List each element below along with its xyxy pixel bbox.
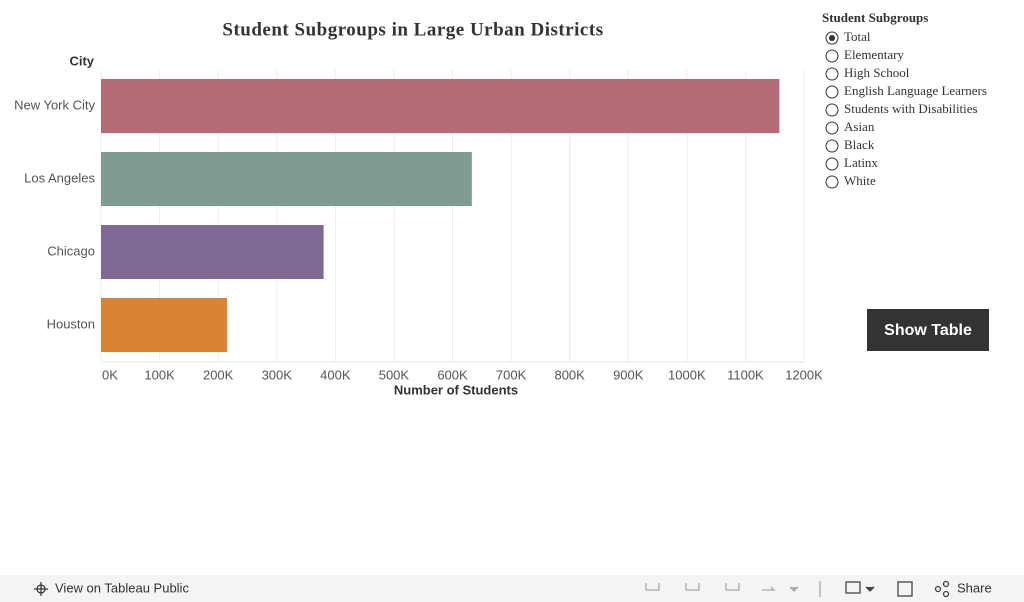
radio-label[interactable]: Asian — [844, 119, 875, 134]
radio-dot[interactable] — [829, 35, 835, 41]
x-tick-label: 100K — [144, 367, 175, 382]
bar — [101, 152, 472, 206]
show-table-button[interactable]: Show Table — [867, 309, 989, 351]
radio-button[interactable] — [825, 103, 839, 117]
radio-button[interactable] — [825, 85, 839, 99]
view-on-tableau-link[interactable]: View on Tableau Public — [55, 580, 189, 595]
category-axis-label: City — [69, 53, 94, 68]
radio-label[interactable]: English Language Learners — [844, 83, 987, 98]
x-tick-label: 1100K — [727, 367, 764, 382]
radio-label[interactable]: High School — [844, 65, 910, 80]
x-tick-label: 200K — [203, 367, 234, 382]
radio-button[interactable] — [825, 157, 839, 171]
y-tick-label: Chicago — [47, 243, 95, 258]
x-axis-label: Number of Students — [394, 382, 518, 397]
radio-label[interactable]: Black — [844, 137, 875, 152]
y-tick-label: New York City — [14, 97, 95, 112]
radio-button[interactable] — [825, 67, 839, 81]
y-tick-label: Los Angeles — [24, 170, 95, 185]
x-tick-label: 700K — [496, 367, 527, 382]
toolbar-icons — [645, 580, 950, 598]
x-tick-label: 400K — [320, 367, 351, 382]
x-tick-label: 900K — [613, 367, 644, 382]
tableau-icon — [34, 582, 48, 596]
x-tick-label: 300K — [262, 367, 293, 382]
radio-label[interactable]: Students with Disabilities — [844, 101, 978, 116]
x-tick-label: 600K — [437, 367, 468, 382]
x-tick-label: 1000K — [668, 367, 706, 382]
filter-title: Student Subgroups — [822, 10, 928, 25]
radio-label[interactable]: Latinx — [844, 155, 878, 170]
radio-label[interactable]: Total — [844, 29, 871, 44]
radio-label[interactable]: White — [844, 173, 876, 188]
share-button[interactable]: Share — [957, 580, 992, 595]
bar — [101, 298, 227, 352]
radio-button[interactable] — [825, 121, 839, 135]
y-tick-label: Houston — [47, 316, 95, 331]
x-tick-label: 1200K — [785, 367, 823, 382]
radio-button[interactable] — [825, 139, 839, 153]
x-tick-label: 500K — [379, 367, 410, 382]
x-tick-label: 800K — [554, 367, 585, 382]
radio-button[interactable] — [825, 49, 839, 63]
bar — [101, 225, 324, 279]
button-bg[interactable] — [867, 309, 989, 351]
toolbar — [0, 575, 1024, 602]
radio-button[interactable] — [825, 175, 839, 189]
button-label[interactable]: Show Table — [884, 322, 972, 339]
radio-label[interactable]: Elementary — [844, 47, 904, 62]
chart-title: Student Subgroups in Large Urban Distric… — [222, 19, 603, 40]
x-tick-label: 0K — [102, 367, 118, 382]
bar — [101, 79, 780, 133]
